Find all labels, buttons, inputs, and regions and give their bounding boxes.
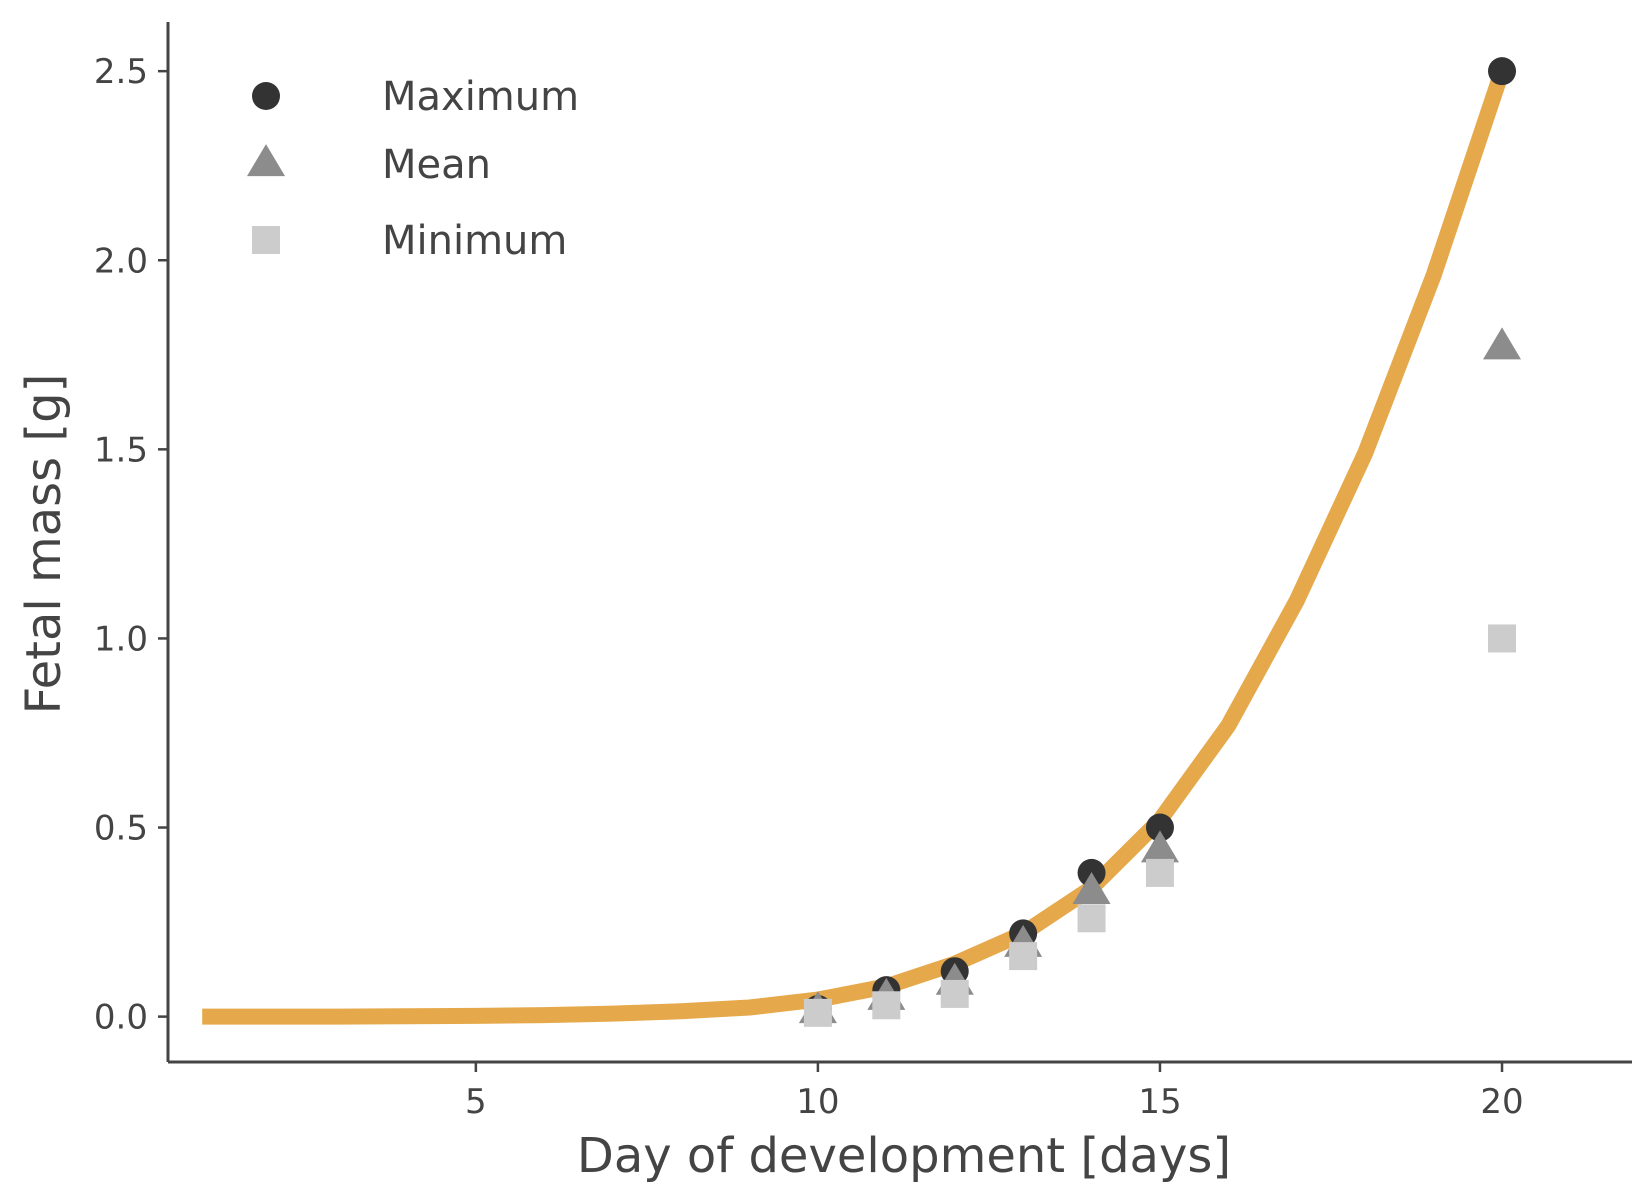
legend-maximum-key (252, 82, 280, 110)
legend: Maximum Mean Minimum (247, 74, 579, 264)
legend-minimum-label: Minimum (382, 218, 567, 264)
legend-minimum-key (252, 226, 280, 254)
y-tick-label: 1.5 (94, 430, 148, 470)
x-tick-label: 5 (465, 1082, 487, 1122)
y-tick-label: 0.0 (94, 998, 148, 1038)
y-tick-label: 2.5 (94, 52, 148, 92)
x-axis-title: Day of development [days] (577, 1128, 1231, 1184)
maximum-point (1145, 813, 1174, 842)
y-tick-label: 1.0 (94, 619, 148, 659)
legend-maximum-label: Maximum (382, 74, 579, 120)
fit-curve (202, 68, 1510, 1025)
minimum-point (803, 998, 832, 1027)
y-tick-label: 0.5 (94, 809, 148, 849)
fit-curve-layer (202, 68, 1510, 1025)
mean-point (1072, 871, 1111, 904)
minimum-point (940, 979, 969, 1008)
y-axis-title: Fetal mass [g] (16, 374, 72, 715)
maximum-point (1488, 57, 1517, 86)
minimum-point (1488, 624, 1517, 653)
minimum-point (872, 991, 901, 1020)
x-tick-label: 15 (1138, 1082, 1181, 1122)
mean-point (1140, 830, 1179, 863)
legend-mean-key (247, 144, 285, 177)
data-points (798, 57, 1522, 1027)
y-tick-label: 2.0 (94, 241, 148, 281)
minimum-point (1145, 858, 1174, 887)
mean-point (1483, 327, 1522, 360)
x-tick-label: 20 (1480, 1082, 1523, 1122)
minimum-point (1009, 942, 1038, 971)
x-tick-label: 10 (796, 1082, 839, 1122)
minimum-point (1077, 904, 1106, 933)
axes: 5 10 15 20 0.0 0.5 1.0 1.5 2.0 2.5 (94, 22, 1632, 1122)
legend-mean-label: Mean (382, 142, 491, 188)
